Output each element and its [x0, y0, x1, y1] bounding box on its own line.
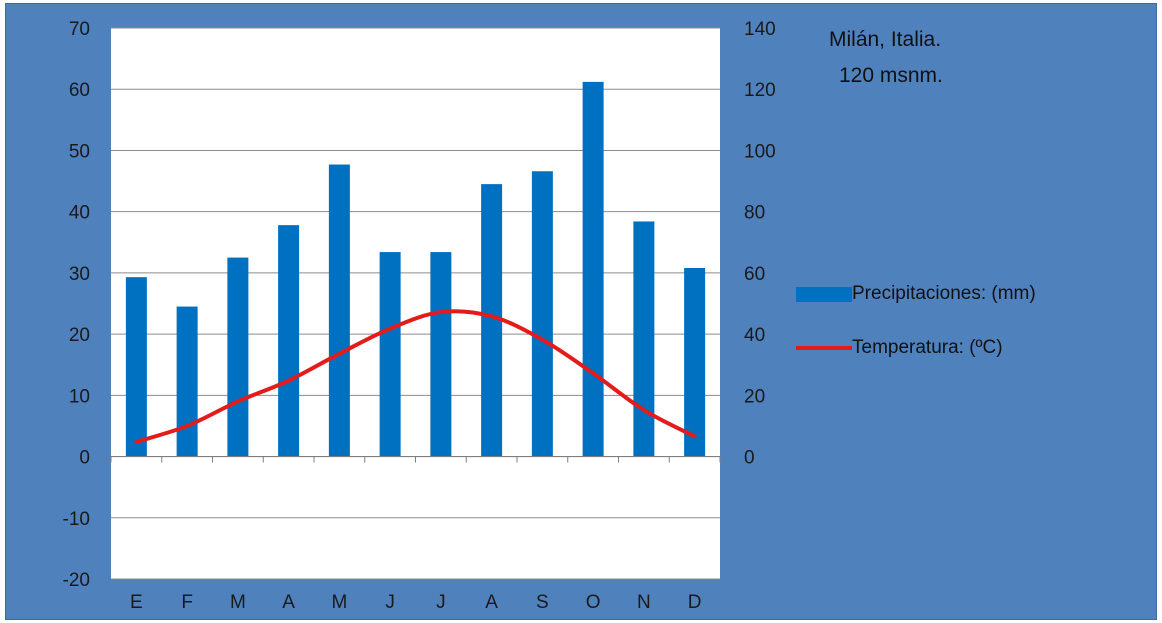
chart-canvas: -20 -10 0 10 20 30 40 50 60 70 0 20 40 60 80 100 120 140 E… [6, 4, 1158, 621]
category-label: E [130, 592, 143, 613]
precipitation-bar [633, 221, 654, 456]
category-label: M [331, 592, 347, 613]
category-label: J [385, 592, 395, 613]
city-annotation: Milán, Italia. [829, 28, 941, 52]
left-axis-tick-label: 50 [69, 141, 90, 162]
category-label: F [181, 592, 193, 613]
legend-line-swatch [796, 346, 852, 350]
precipitation-bar [177, 307, 198, 457]
right-axis-tick-label: 120 [744, 80, 776, 101]
precipitation-bar [684, 268, 705, 457]
right-axis-tick-label: 20 [744, 386, 765, 407]
category-label: A [485, 592, 498, 613]
right-axis-tick-label: 80 [744, 203, 765, 224]
legend-precipitation-label: Precipitaciones: (mm) [852, 283, 1036, 305]
category-label: A [282, 592, 295, 613]
left-axis-tick-label: 70 [69, 19, 90, 40]
precipitation-bar [532, 171, 553, 456]
precipitation-bar [329, 165, 350, 457]
right-axis-tick-label: 60 [744, 264, 765, 285]
left-axis-tick-label: 30 [69, 264, 90, 285]
category-label: N [637, 592, 651, 613]
legend-temperature-label: Temperatura: (ºC) [852, 337, 1003, 359]
right-axis-tick-label: 40 [744, 325, 765, 346]
category-label: O [586, 592, 601, 613]
left-axis-tick-label: 10 [69, 386, 90, 407]
right-axis-tick-label: 100 [744, 141, 776, 162]
legend-temperature: Temperatura: (ºC) [796, 337, 1003, 359]
precipitation-bar [380, 252, 401, 456]
category-label: S [536, 592, 549, 613]
left-axis-tick-label: 0 [79, 448, 90, 469]
plot-area [111, 28, 720, 579]
precipitation-bar [227, 258, 248, 457]
altitude-annotation: 120 msnm. [839, 64, 943, 88]
precipitation-bar [430, 252, 451, 456]
precipitation-bar [278, 225, 299, 456]
category-label: M [230, 592, 246, 613]
left-axis-tick-label: 60 [69, 80, 90, 101]
left-axis-tick-label: -20 [63, 570, 90, 591]
category-label: D [688, 592, 702, 613]
left-axis-tick-label: 20 [69, 325, 90, 346]
category-label: J [436, 592, 446, 613]
chart-frame: -20 -10 0 10 20 30 40 50 60 70 0 20 40 60 80 100 120 140 E… [5, 3, 1157, 620]
legend-precipitation: Precipitaciones: (mm) [796, 283, 1036, 305]
precipitation-bar [126, 277, 147, 456]
left-axis-tick-label: 40 [69, 203, 90, 224]
right-axis-tick-label: 0 [744, 448, 755, 469]
right-axis-tick-label: 140 [744, 19, 776, 40]
precipitation-bar [583, 82, 604, 457]
left-axis-tick-label: -10 [63, 509, 90, 530]
legend-bar-swatch [796, 287, 852, 302]
